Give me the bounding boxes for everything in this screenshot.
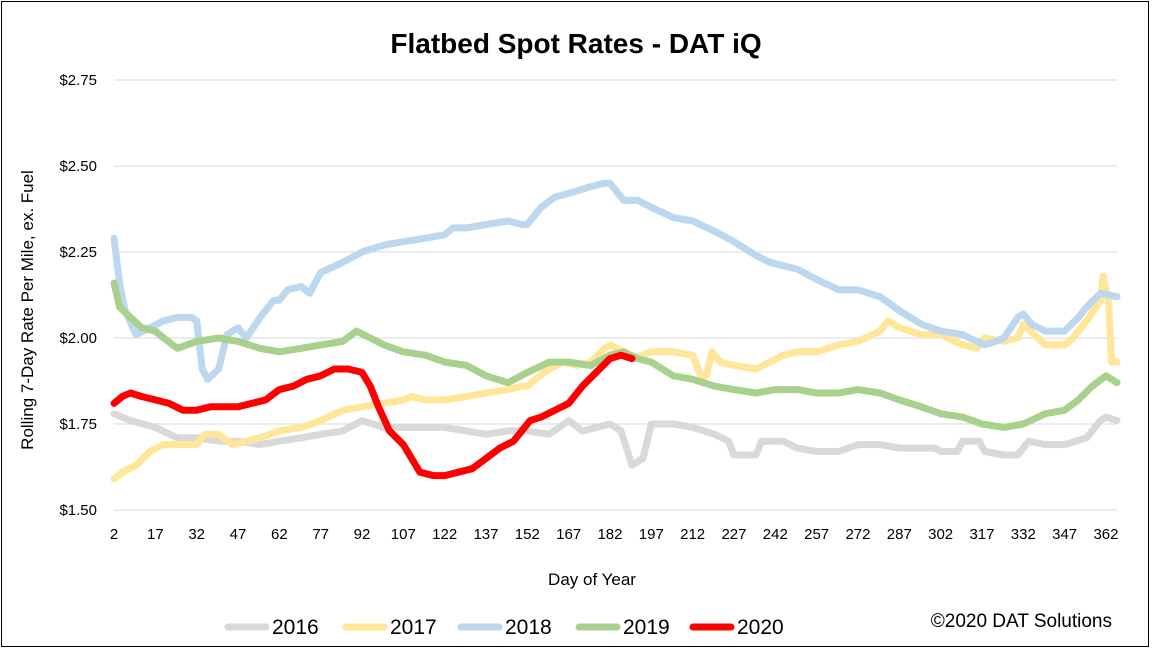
y-axis-label: Rolling 7-Day Rate Per Mile, ex. Fuel [18, 170, 37, 450]
x-tick-label: 122 [432, 526, 457, 543]
x-tick-label: 212 [680, 526, 705, 543]
x-tick-label: 302 [928, 526, 953, 543]
x-tick-label: 62 [271, 526, 288, 543]
series-lines [110, 179, 1121, 483]
x-tick-label: 347 [1052, 526, 1077, 543]
series-line-2018 [110, 179, 1121, 383]
x-axis-label: Day of Year [548, 570, 636, 589]
x-tick-label: 257 [804, 526, 829, 543]
x-tick-label: 272 [845, 526, 870, 543]
legend-label-2018: 2018 [505, 616, 552, 639]
chart-title: Flatbed Spot Rates - DAT iQ [390, 28, 761, 59]
x-tick-label: 182 [597, 526, 622, 543]
y-axis-ticks: $1.50 $1.75 $2.00 $2.25 $2.50 $2.75 [59, 72, 97, 519]
x-tick-label: 287 [887, 526, 912, 543]
legend-label-2019: 2019 [623, 616, 670, 639]
x-axis-ticks: 2 17 32 47 62 77 92 107 122 137 152 167 182 197 212 227… [110, 526, 1119, 543]
series-line-2020 [110, 351, 636, 480]
x-tick-label: 167 [556, 526, 581, 543]
y-tick-label: $1.50 [59, 502, 97, 519]
y-tick-label: $2.25 [59, 244, 97, 261]
legend-label-2017: 2017 [390, 616, 437, 639]
x-tick-label: 197 [639, 526, 664, 543]
legend-label-2020: 2020 [737, 616, 784, 639]
y-tick-label: $2.00 [59, 330, 97, 347]
gridlines [114, 79, 1117, 511]
x-tick-label: 152 [515, 526, 540, 543]
y-tick-label: $2.50 [59, 158, 97, 175]
x-tick-label: 17 [147, 526, 164, 543]
x-tick-label: 242 [763, 526, 788, 543]
legend: 2016 2017 2018 2019 2020 [224, 616, 784, 639]
series-line-2017 [110, 272, 1121, 483]
x-tick-label: 32 [188, 526, 205, 543]
x-tick-label: 47 [230, 526, 247, 543]
series-line-2019 [110, 279, 1121, 431]
y-tick-label: $1.75 [59, 416, 97, 433]
y-tick-label: $2.75 [59, 72, 97, 89]
series-line-2016 [110, 410, 1121, 469]
legend-label-2016: 2016 [272, 616, 319, 639]
x-tick-label: 317 [969, 526, 994, 543]
x-tick-label: 77 [312, 526, 329, 543]
copyright-notice: ©2020 DAT Solutions [931, 611, 1112, 632]
x-tick-label: 362 [1093, 526, 1118, 543]
x-tick-label: 92 [354, 526, 371, 543]
x-tick-label: 107 [391, 526, 416, 543]
x-tick-label: 227 [721, 526, 746, 543]
x-tick-label: 137 [473, 526, 498, 543]
x-tick-label: 2 [110, 526, 118, 543]
x-tick-label: 332 [1011, 526, 1036, 543]
